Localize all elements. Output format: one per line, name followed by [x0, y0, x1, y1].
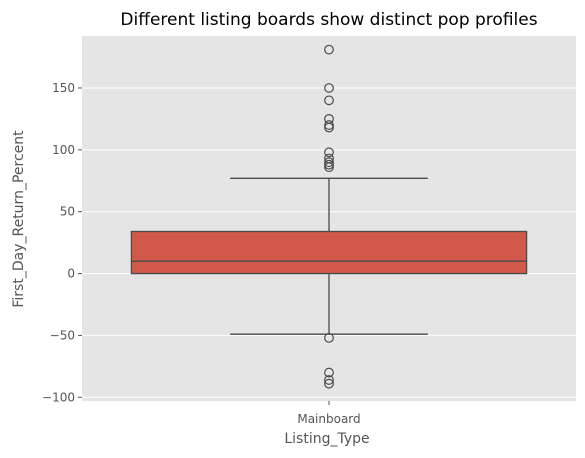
outlier-point — [324, 147, 334, 158]
outlier-point — [324, 120, 334, 130]
iqr-box — [130, 230, 528, 275]
outlier-point — [324, 378, 334, 389]
chart-title: Different listing boards show distinct p… — [120, 10, 537, 30]
y-tick-label: −100 — [42, 390, 75, 404]
outlier-point — [324, 95, 334, 106]
y-tick-label: 0 — [67, 267, 75, 281]
x-axis-label: Listing_Type — [284, 431, 369, 447]
outlier-point — [324, 83, 334, 93]
boxes — [130, 44, 528, 389]
y-tick-label: 50 — [60, 205, 75, 219]
outlier-point — [324, 332, 334, 343]
y-tick-label: −50 — [50, 328, 75, 342]
x-tick-label: Mainboard — [297, 412, 360, 426]
x-axis-ticks: Mainboard — [297, 401, 361, 426]
outlier-point — [324, 157, 334, 168]
outlier-point — [324, 367, 334, 378]
outlier-point — [324, 159, 334, 170]
outlier-point — [324, 44, 334, 55]
y-tick-label: 100 — [52, 143, 75, 157]
outlier-point — [324, 375, 334, 385]
y-axis-ticks: −100 −50 0 50 100 150 — [42, 81, 82, 404]
y-tick-label: 150 — [52, 81, 75, 95]
outlier-point — [324, 122, 334, 133]
outlier-point — [324, 162, 334, 173]
y-axis-label: First_Day_Return_Percent — [11, 130, 27, 308]
